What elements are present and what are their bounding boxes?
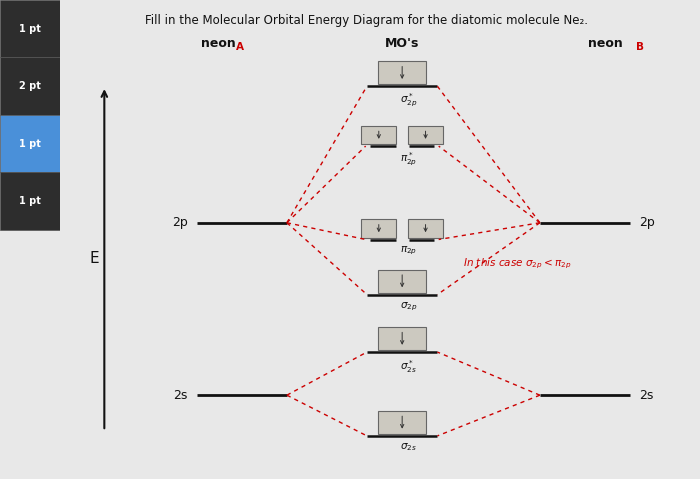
Text: 1 pt: 1 pt: [19, 139, 41, 148]
Text: Fill in the Molecular Orbital Energy Diagram for the diatomic molecule Ne₂.: Fill in the Molecular Orbital Energy Dia…: [146, 14, 589, 27]
Text: neon: neon: [588, 37, 623, 50]
Bar: [408, 219, 443, 238]
Text: A: A: [237, 42, 244, 52]
Bar: [361, 219, 396, 238]
Bar: [378, 61, 426, 84]
Text: E: E: [90, 251, 99, 266]
Bar: [0, 115, 60, 172]
Bar: [361, 126, 396, 144]
Text: 1 pt: 1 pt: [19, 24, 41, 34]
Text: 2p: 2p: [639, 216, 655, 229]
Bar: [0, 0, 60, 57]
Text: In this case $\sigma_{2p} < \pi_{2p}$: In this case $\sigma_{2p} < \pi_{2p}$: [463, 256, 571, 271]
Bar: [378, 327, 426, 350]
Text: 2s: 2s: [173, 388, 188, 402]
Bar: [408, 126, 443, 144]
Text: 2 pt: 2 pt: [19, 81, 41, 91]
Bar: [378, 411, 426, 434]
Text: 2p: 2p: [172, 216, 188, 229]
Text: B: B: [636, 42, 644, 52]
Bar: [0, 172, 60, 230]
Text: $\pi_{2p}$: $\pi_{2p}$: [400, 244, 417, 257]
Text: $\pi^*_{2p}$: $\pi^*_{2p}$: [400, 151, 417, 168]
Text: $\sigma_{2s}$: $\sigma_{2s}$: [400, 442, 417, 454]
Bar: [0, 57, 60, 115]
Text: 1 pt: 1 pt: [19, 196, 41, 206]
Text: $\sigma_{2p}$: $\sigma_{2p}$: [400, 300, 417, 313]
Text: $\sigma^*_{2p}$: $\sigma^*_{2p}$: [400, 92, 417, 109]
Text: 2s: 2s: [639, 388, 654, 402]
Text: $\sigma^*_{2s}$: $\sigma^*_{2s}$: [400, 358, 417, 375]
Text: MO's: MO's: [385, 37, 419, 50]
Text: neon: neon: [201, 37, 236, 50]
Bar: [378, 270, 426, 293]
